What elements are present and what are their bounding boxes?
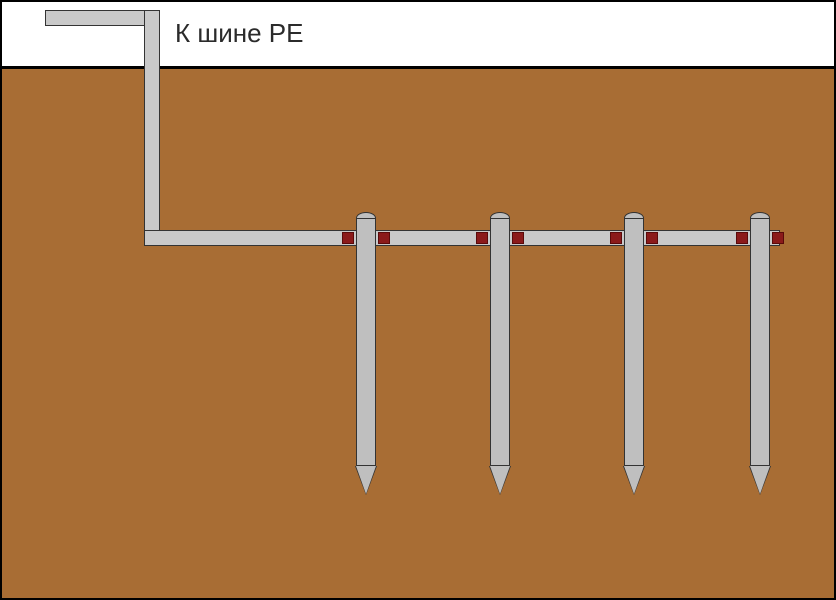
- conductor-bus-horizontal: [144, 230, 780, 246]
- weld-point: [512, 232, 524, 244]
- electrode-body: [356, 218, 376, 466]
- electrode-tip: [624, 466, 644, 494]
- conductor-top-horizontal: [45, 10, 160, 26]
- electrode-body: [624, 218, 644, 466]
- electrode-tip: [356, 466, 376, 494]
- electrode-tip: [490, 466, 510, 494]
- weld-point: [476, 232, 488, 244]
- weld-point: [610, 232, 622, 244]
- pe-bus-label: К шине PE: [175, 18, 303, 49]
- weld-point: [378, 232, 390, 244]
- conductor-vertical-drop: [144, 10, 160, 246]
- electrode-body: [490, 218, 510, 466]
- electrode-body: [750, 218, 770, 466]
- weld-point: [342, 232, 354, 244]
- ground-surface-line: [0, 66, 836, 69]
- weld-point: [736, 232, 748, 244]
- electrode-tip: [750, 466, 770, 494]
- weld-point: [772, 232, 784, 244]
- weld-point: [646, 232, 658, 244]
- soil-region: [0, 66, 836, 600]
